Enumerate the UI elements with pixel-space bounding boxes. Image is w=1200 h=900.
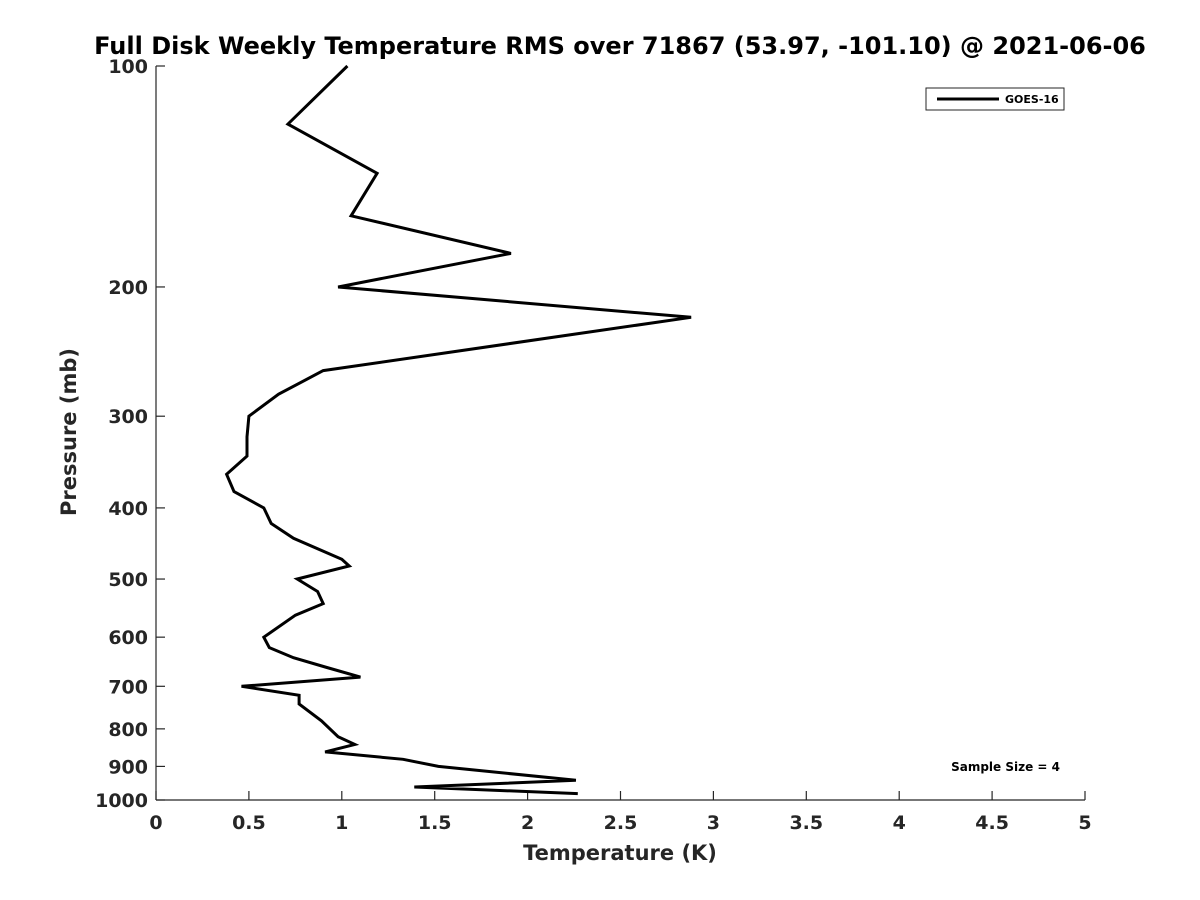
y-tick-label: 500	[108, 569, 148, 591]
y-tick-label: 600	[108, 627, 148, 649]
y-tick-label: 700	[108, 676, 148, 698]
x-tick-label: 5	[1078, 812, 1091, 834]
y-tick-label: 400	[108, 498, 148, 520]
y-tick-label: 800	[108, 719, 148, 741]
legend: GOES-16	[925, 87, 1065, 111]
sample-size-annotation: Sample Size = 4	[951, 760, 1060, 774]
x-tick-label: 1.5	[418, 812, 452, 834]
y-tick-label: 200	[108, 277, 148, 299]
y-tick-label: 1000	[95, 790, 148, 812]
chart-title: Full Disk Weekly Temperature RMS over 71…	[94, 32, 1146, 60]
x-tick-label: 4	[893, 812, 906, 834]
axes: 0 0.5 1 1.5 2 2.5 3 3.5 4 4.5 5 100 200 300 400 500 600 7…	[95, 56, 1092, 834]
x-tick-label: 0	[149, 812, 162, 834]
x-tick-label: 3	[707, 812, 720, 834]
y-tick-label: 900	[108, 756, 148, 778]
x-axis-label: Temperature (K)	[523, 841, 717, 865]
y-tick-label: 100	[108, 56, 148, 78]
y-axis-label: Pressure (mb)	[57, 348, 81, 516]
y-tick-label: 300	[108, 406, 148, 428]
legend-label: GOES-16	[1005, 93, 1059, 106]
x-tick-label: 2.5	[604, 812, 638, 834]
x-tick-label: 2	[521, 812, 534, 834]
series-line-goes-16	[224, 64, 692, 796]
x-tick-label: 4.5	[975, 812, 1009, 834]
series-layer	[224, 64, 692, 796]
x-tick-label: 3.5	[789, 812, 823, 834]
x-tick-label: 1	[335, 812, 348, 834]
x-tick-label: 0.5	[232, 812, 266, 834]
